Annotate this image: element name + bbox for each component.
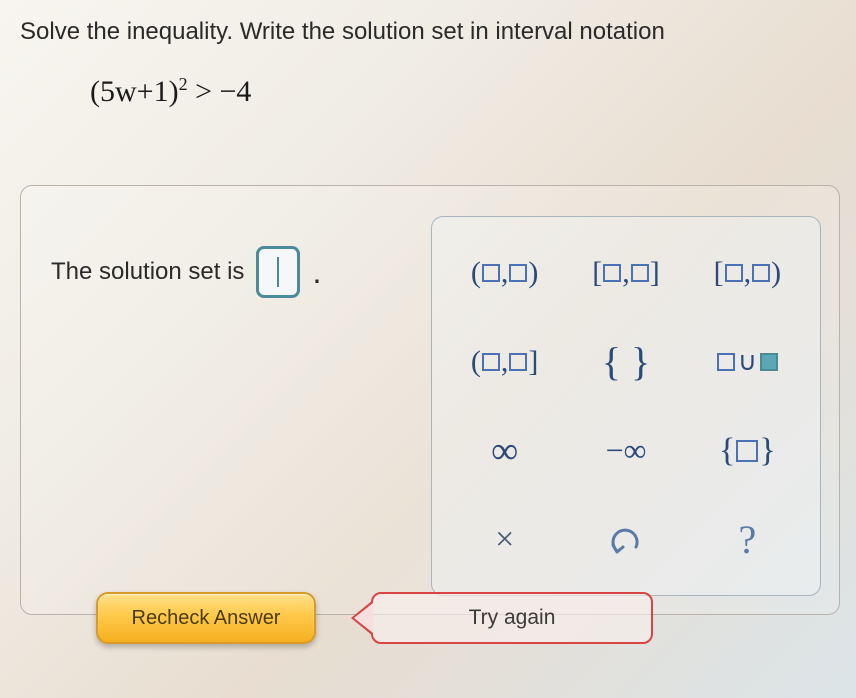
solution-line: The solution set is . bbox=[51, 246, 321, 298]
equation-operator: > bbox=[195, 75, 212, 108]
problem-instruction: Solve the inequality. Write the solution… bbox=[0, 0, 856, 46]
callout-pointer-icon bbox=[351, 600, 373, 636]
equation-rhs: −4 bbox=[220, 75, 252, 108]
union-button[interactable]: ∪ bbox=[693, 326, 802, 397]
recheck-answer-button[interactable]: Recheck Answer bbox=[96, 592, 316, 644]
interval-open-open-button[interactable]: (,) bbox=[450, 237, 559, 308]
try-again-callout[interactable]: Try again bbox=[371, 592, 653, 644]
problem-equation: (5w+1)2 > −4 bbox=[0, 46, 856, 129]
clear-button[interactable]: × bbox=[450, 504, 559, 575]
set-braces-button[interactable]: {} bbox=[693, 415, 802, 486]
neg-infinity-button[interactable]: −∞ bbox=[571, 415, 680, 486]
empty-set-button[interactable]: { } bbox=[571, 326, 680, 397]
symbol-palette: (,) [,] [,) (,] { } ∪ ∞ −∞ {} × ? bbox=[431, 216, 821, 596]
solution-prefix: The solution set is bbox=[51, 258, 244, 286]
equation-exponent: 2 bbox=[179, 74, 188, 94]
solution-period: . bbox=[312, 254, 321, 291]
infinity-button[interactable]: ∞ bbox=[450, 415, 559, 486]
interval-open-closed-button[interactable]: (,] bbox=[450, 326, 559, 397]
equation-lhs: (5w+1) bbox=[90, 75, 179, 108]
interval-closed-open-button[interactable]: [,) bbox=[693, 237, 802, 308]
interval-closed-closed-button[interactable]: [,] bbox=[571, 237, 680, 308]
try-again-label: Try again bbox=[371, 592, 653, 644]
try-again-text: Try again bbox=[469, 606, 556, 630]
help-button[interactable]: ? bbox=[693, 504, 802, 575]
answer-input[interactable] bbox=[256, 246, 300, 298]
undo-button[interactable] bbox=[571, 504, 680, 575]
answer-panel: The solution set is . (,) [,] [,) (,] { … bbox=[20, 185, 840, 615]
